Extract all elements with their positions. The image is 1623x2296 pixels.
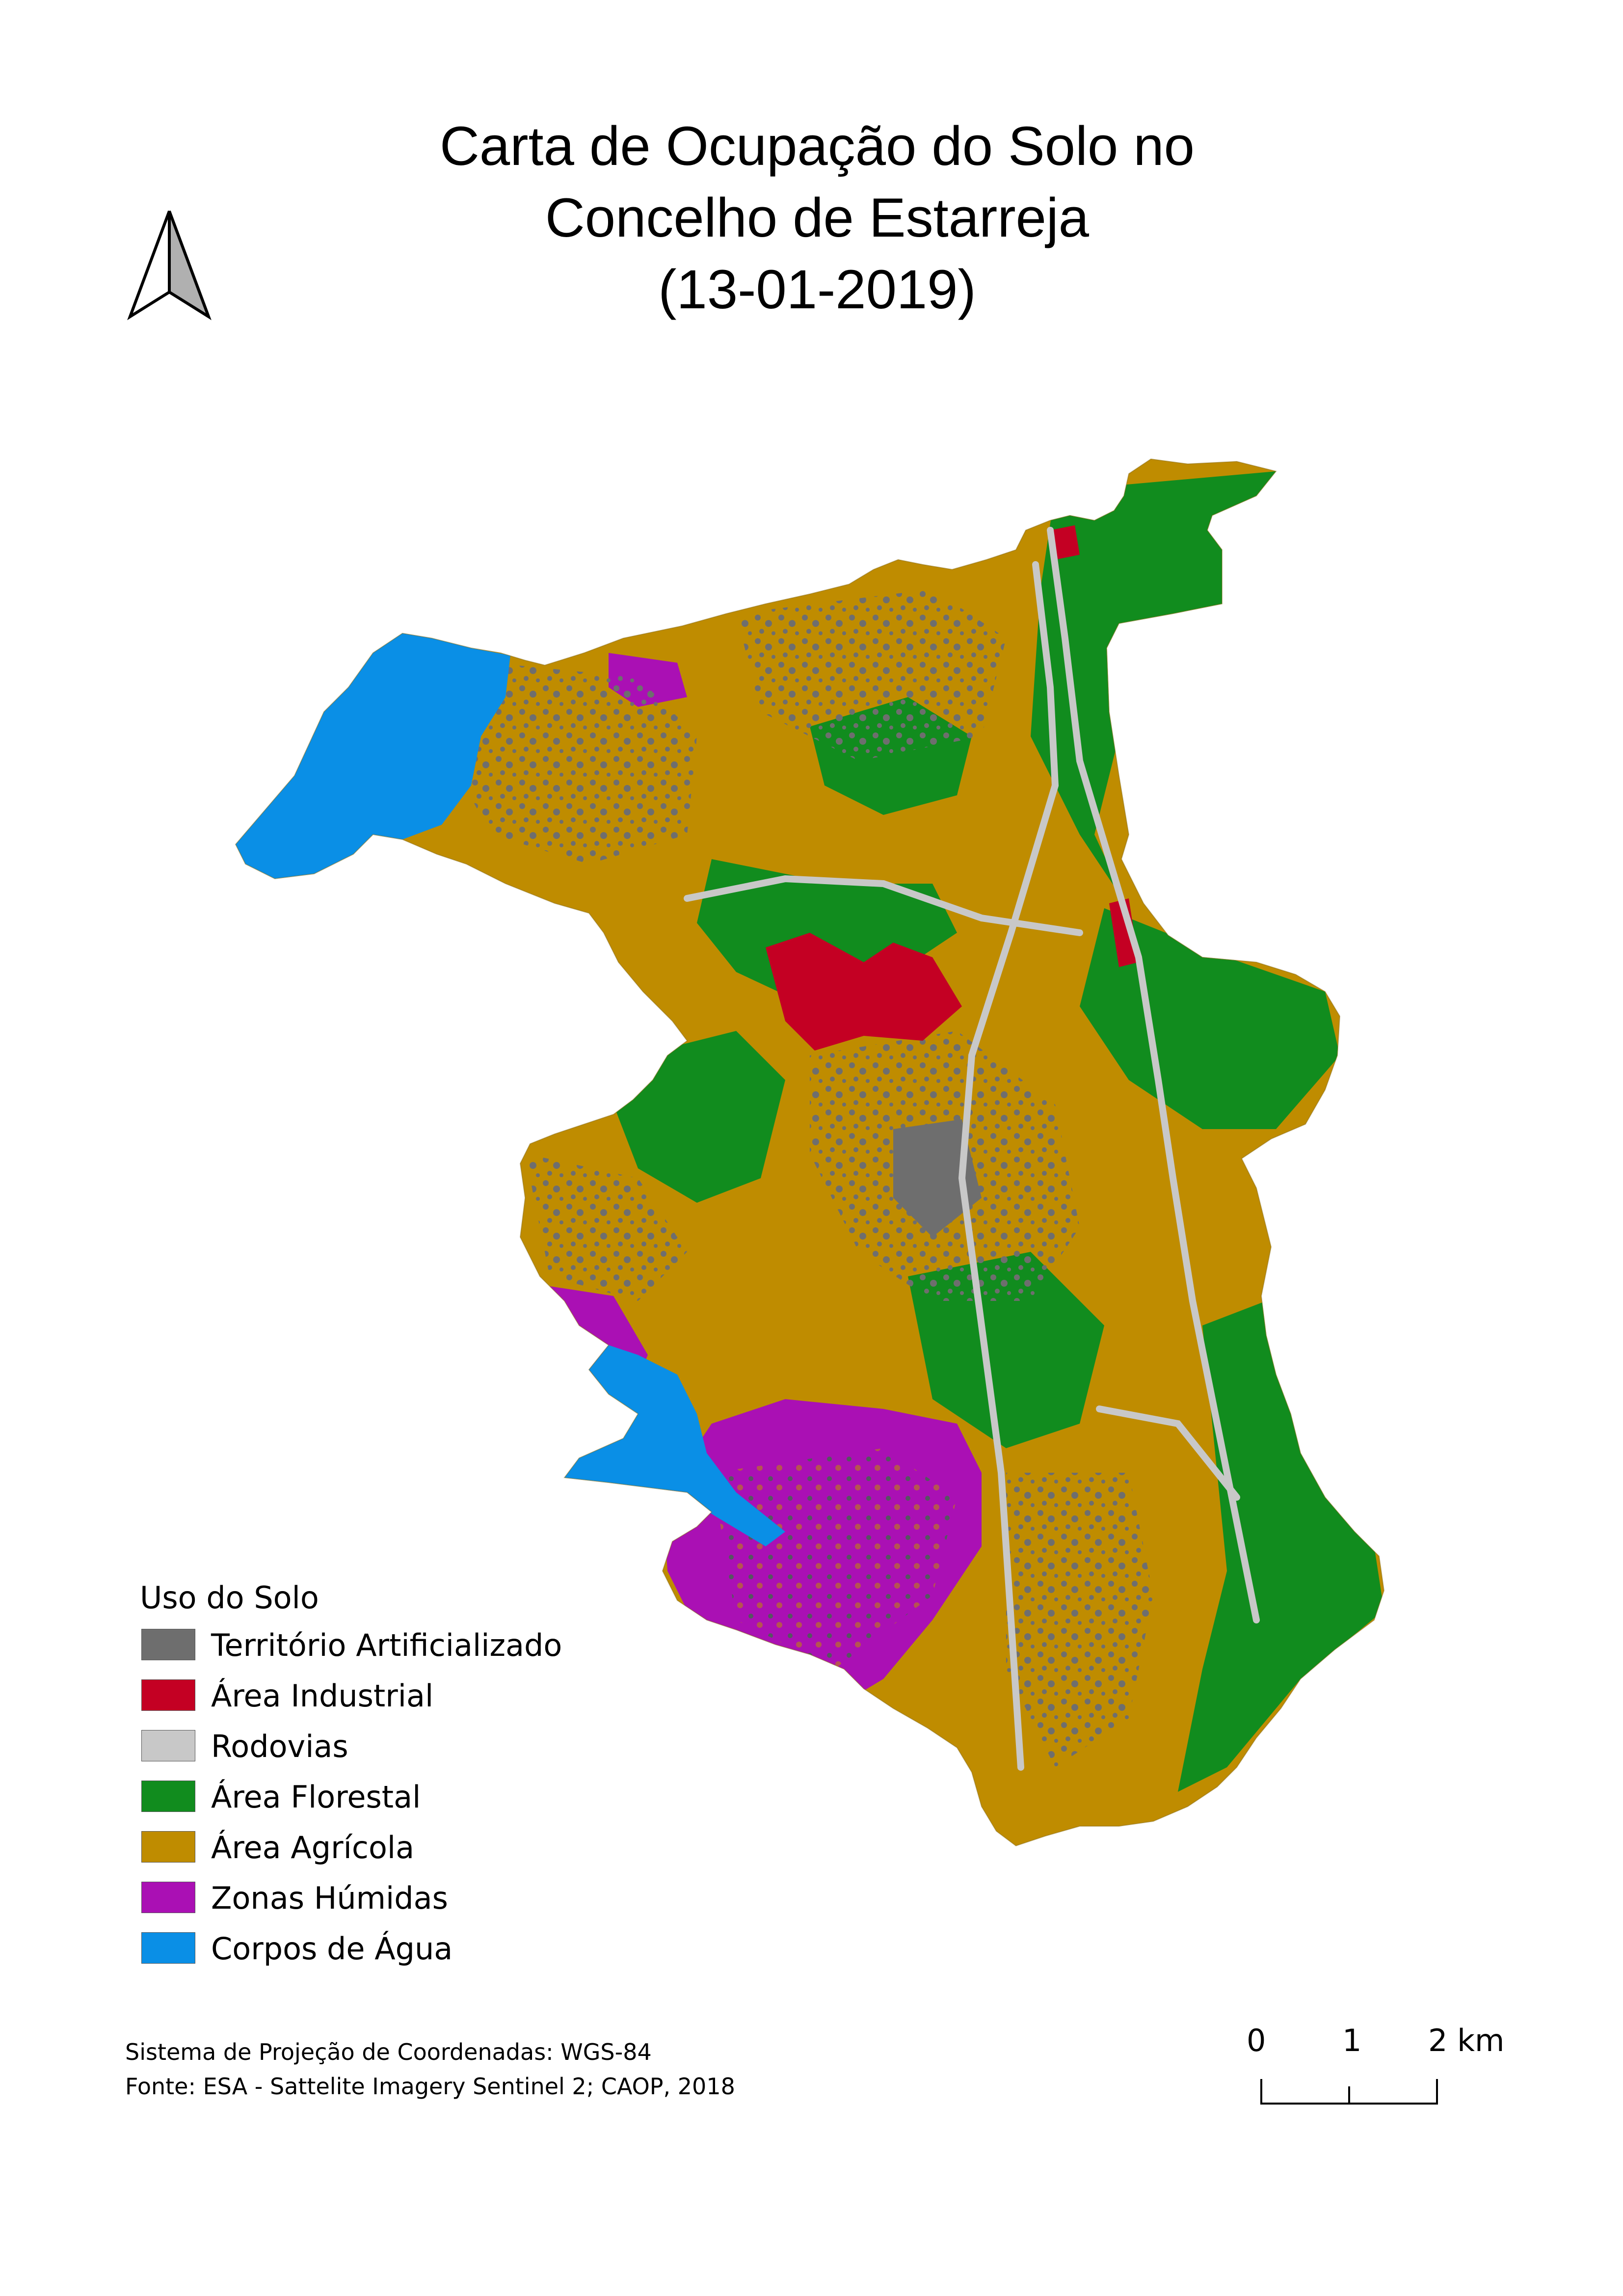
- north-arrow-icon: [127, 210, 212, 321]
- map-credits: Sistema de Projeção de Coordenadas: WGS-…: [125, 2035, 735, 2104]
- projection-note: Sistema de Projeção de Coordenadas: WGS-…: [125, 2039, 652, 2065]
- legend-label: Rodovias: [211, 1729, 348, 1764]
- legend-label: Área Florestal: [211, 1779, 421, 1815]
- legend-swatch: [141, 1629, 195, 1660]
- map-title-line-3: (13-01-2019): [658, 259, 976, 320]
- water-lagoon-northwest: [236, 633, 510, 879]
- legend-item: Território Artificializado: [140, 1620, 778, 1671]
- legend-title: Uso do Solo: [140, 1580, 319, 1616]
- legend-item: Corpos de Água: [140, 1923, 778, 1974]
- legend-item: Rodovias: [140, 1721, 778, 1772]
- legend-swatch: [141, 1679, 195, 1711]
- scale-bar-graphic: [1260, 2079, 1438, 2105]
- land-urban-north: [736, 589, 1006, 761]
- land-wetland-south-texture: [712, 1448, 957, 1669]
- legend-swatch: [141, 1730, 195, 1761]
- map-title-line-1: Carta de Ocupação do Solo no: [440, 115, 1195, 177]
- map-title-line-2: Concelho de Estarreja: [545, 187, 1090, 248]
- water-river-southwest: [564, 1345, 785, 1546]
- land-urban-northwest: [452, 663, 697, 864]
- legend-label: Área Agrícola: [211, 1830, 415, 1865]
- legend: Uso do Solo Território Artificializado Ár…: [140, 1576, 778, 1974]
- land-forest-east: [1080, 908, 1340, 1129]
- land-industrial-northeast: [1050, 525, 1080, 560]
- land-industrial-main: [766, 933, 962, 1051]
- legend-item: Zonas Húmidas: [140, 1873, 778, 1923]
- legend-item: Área Agrícola: [140, 1822, 778, 1873]
- legend-swatch: [141, 1781, 195, 1812]
- land-industrial-east: [1109, 898, 1139, 967]
- road-highway-north-south: [1047, 527, 1260, 1623]
- land-urban-west: [525, 1154, 687, 1301]
- land-urban-southeast: [1006, 1473, 1153, 1767]
- legend-swatch: [141, 1932, 195, 1964]
- legend-swatch: [141, 1831, 195, 1863]
- scale-label-2km: 2 km: [1428, 2023, 1505, 2058]
- legend-label: Zonas Húmidas: [211, 1880, 448, 1916]
- scale-label-1: 1: [1342, 2023, 1362, 2058]
- road-network: [684, 527, 1260, 1771]
- legend-items: Território Artificializado Área Industria…: [140, 1620, 778, 1974]
- scale-bar: 0 1 2 km: [1247, 2023, 1521, 2111]
- source-note: Fonte: ESA - Sattelite Imagery Sentinel …: [125, 2073, 735, 2100]
- map-title: Carta de Ocupação do Solo no Concelho de…: [294, 110, 1340, 325]
- road-south-connector: [1096, 1405, 1240, 1501]
- legend-swatch: [141, 1882, 195, 1913]
- legend-label: Área Industrial: [211, 1678, 434, 1714]
- land-forest-southeast: [1178, 1301, 1384, 1792]
- scale-label-0: 0: [1247, 2023, 1266, 2058]
- road-railway: [958, 561, 1059, 1771]
- land-urban-dense-core: [893, 1119, 982, 1237]
- legend-label: Território Artificializado: [211, 1627, 562, 1663]
- legend-label: Corpos de Água: [211, 1931, 453, 1967]
- road-west-connector: [684, 875, 1083, 936]
- legend-item: Área Florestal: [140, 1772, 778, 1822]
- legend-item: Área Industrial: [140, 1671, 778, 1721]
